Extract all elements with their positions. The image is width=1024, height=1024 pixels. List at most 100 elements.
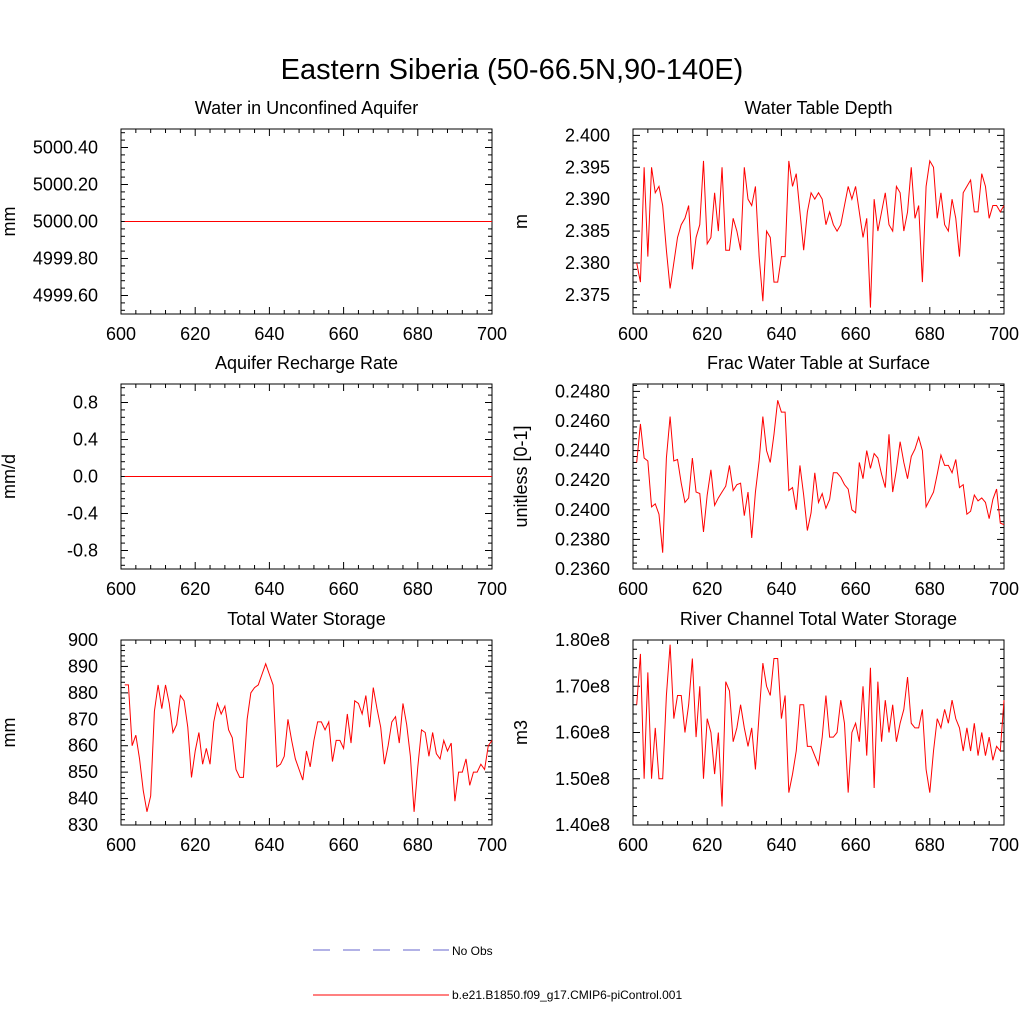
y-tick-label: -0.8 (67, 541, 98, 561)
y-tick-label: 0.2400 (555, 500, 610, 520)
x-tick-label: 600 (618, 579, 648, 599)
y-axis-label: m3 (511, 720, 531, 745)
y-axis-label: mm/d (0, 454, 19, 499)
y-axis-label: unitless [0-1] (511, 425, 531, 527)
y-tick-label: 5000.40 (33, 138, 98, 158)
y-tick-label: 2.380 (565, 253, 610, 273)
panel-title: Water Table Depth (744, 98, 892, 118)
figure-title: Eastern Siberia (50-66.5N,90-140E) (281, 54, 744, 86)
y-axis-label: mm (0, 207, 19, 237)
series-line (636, 159, 1005, 308)
series-line (636, 644, 1005, 807)
y-tick-label: 1.60e8 (555, 723, 610, 743)
y-tick-label: 850 (68, 762, 98, 782)
y-tick-label: 4999.80 (33, 249, 98, 269)
y-tick-label: 5000.20 (33, 175, 98, 195)
panel-frac-water-table-at-surface: Frac Water Table at Surface unitless [0-1… (511, 353, 1019, 599)
y-tick-label: 900 (68, 630, 98, 650)
x-tick-label: 700 (989, 579, 1019, 599)
plot-frame (632, 128, 1005, 315)
x-tick-label: 600 (106, 324, 136, 344)
panel-title: Water in Unconfined Aquifer (195, 98, 418, 118)
x-tick-label: 600 (106, 835, 136, 855)
y-tick-label: 1.80e8 (555, 630, 610, 650)
y-tick-label: 2.390 (565, 189, 610, 209)
x-tick-label: 680 (403, 324, 433, 344)
x-tick-label: 620 (180, 579, 210, 599)
x-tick-label: 640 (766, 579, 796, 599)
x-tick-label: 640 (766, 835, 796, 855)
panel-title: Total Water Storage (227, 609, 385, 629)
legend-no-obs-label: No Obs (452, 944, 493, 958)
panel-water-in-unconfined-aquifer: Water in Unconfined Aquifer mm 600 620 640 66… (0, 98, 507, 344)
x-tick-label: 640 (254, 324, 284, 344)
y-tick-label: 1.50e8 (555, 769, 610, 789)
y-tick-label: 0.2440 (555, 441, 610, 461)
x-tick-label: 660 (841, 579, 871, 599)
y-tick-label: 830 (68, 815, 98, 835)
panel-title: Aquifer Recharge Rate (215, 353, 398, 373)
panel-river-channel-total-water-storage: River Channel Total Water Storage m3 600 62… (511, 609, 1019, 855)
y-tick-label: 0.2420 (555, 470, 610, 490)
x-tick-label: 700 (989, 324, 1019, 344)
panel-water-table-depth: Water Table Depth m 600 620 640 660 680 700 2.37… (511, 98, 1019, 344)
y-tick-label: 4999.60 (33, 286, 98, 306)
x-tick-label: 660 (841, 835, 871, 855)
x-tick-label: 620 (692, 579, 722, 599)
y-tick-label: 2.385 (565, 221, 610, 241)
x-tick-label: 700 (477, 579, 507, 599)
y-tick-label: 2.395 (565, 157, 610, 177)
x-tick-label: 640 (254, 835, 284, 855)
x-tick-label: 620 (180, 835, 210, 855)
series-line (124, 662, 493, 812)
y-tick-label: 5000.00 (33, 212, 98, 232)
plot-frame (632, 383, 1005, 570)
y-axis-label: mm (0, 718, 19, 748)
y-tick-label: 2.400 (565, 125, 610, 145)
legend-model-label: b.e21.B1850.f09_g17.CMIP6-piControl.001 (452, 988, 682, 1002)
x-tick-label: 700 (477, 835, 507, 855)
y-tick-label: 0.2480 (555, 381, 610, 401)
series-line (636, 400, 1005, 553)
y-tick-label: 880 (68, 683, 98, 703)
x-tick-label: 620 (180, 324, 210, 344)
x-tick-label: 640 (254, 579, 284, 599)
y-tick-label: 860 (68, 736, 98, 756)
x-tick-label: 620 (692, 835, 722, 855)
y-tick-label: 890 (68, 656, 98, 676)
x-tick-label: 680 (915, 835, 945, 855)
x-tick-label: 680 (403, 835, 433, 855)
x-tick-label: 600 (618, 835, 648, 855)
x-tick-label: 700 (989, 835, 1019, 855)
y-tick-label: 0.2380 (555, 529, 610, 549)
plot-frame (120, 639, 493, 826)
y-tick-label: 0.0 (73, 467, 98, 487)
legend: No Obs b.e21.B1850.f09_g17.CMIP6-piContr… (313, 944, 682, 1002)
x-tick-label: 660 (329, 579, 359, 599)
x-tick-label: 700 (477, 324, 507, 344)
panel-title: Frac Water Table at Surface (707, 353, 930, 373)
x-tick-label: 680 (915, 579, 945, 599)
y-tick-label: 0.4 (73, 430, 98, 450)
y-tick-label: 1.70e8 (555, 676, 610, 696)
y-tick-label: -0.4 (67, 504, 98, 524)
x-tick-label: 680 (403, 579, 433, 599)
x-tick-label: 680 (915, 324, 945, 344)
x-tick-label: 660 (329, 324, 359, 344)
y-tick-label: 1.40e8 (555, 815, 610, 835)
x-tick-label: 660 (329, 835, 359, 855)
x-tick-label: 620 (692, 324, 722, 344)
panel-total-water-storage: Total Water Storage mm 600 620 640 660 680 700 8… (0, 609, 507, 855)
x-tick-label: 640 (766, 324, 796, 344)
y-tick-label: 840 (68, 789, 98, 809)
y-axis-label: m (511, 214, 531, 229)
x-tick-label: 660 (841, 324, 871, 344)
x-tick-label: 600 (618, 324, 648, 344)
plot-frame (632, 639, 1005, 826)
y-tick-label: 0.2460 (555, 411, 610, 431)
panel-title: River Channel Total Water Storage (680, 609, 957, 629)
y-tick-label: 0.2360 (555, 559, 610, 579)
panel-aquifer-recharge-rate: Aquifer Recharge Rate mm/d 600 620 640 660 680… (0, 353, 507, 599)
x-tick-label: 600 (106, 579, 136, 599)
